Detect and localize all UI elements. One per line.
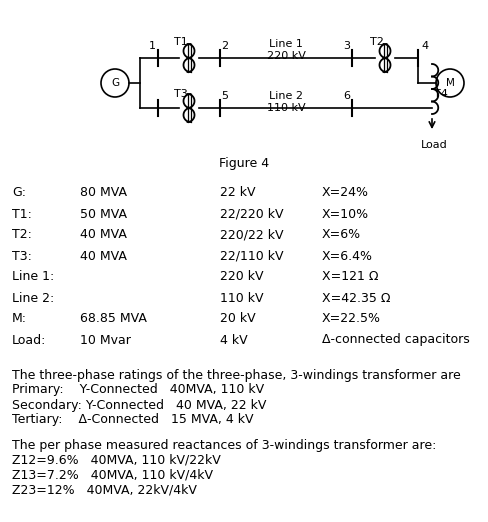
- Text: 80 MVA: 80 MVA: [80, 186, 127, 199]
- Text: G: G: [111, 78, 119, 88]
- Text: 220 kV: 220 kV: [220, 270, 264, 283]
- Text: Z13=7.2%   40MVA, 110 kV/4kV: Z13=7.2% 40MVA, 110 kV/4kV: [12, 469, 213, 481]
- Text: X=22.5%: X=22.5%: [322, 313, 381, 326]
- Text: 6: 6: [344, 91, 350, 101]
- Text: 110 kV: 110 kV: [266, 103, 305, 113]
- Text: 3: 3: [344, 41, 350, 51]
- Text: X=10%: X=10%: [322, 208, 369, 220]
- Text: Secondary: Y-Connected   40 MVA, 22 kV: Secondary: Y-Connected 40 MVA, 22 kV: [12, 398, 266, 411]
- Text: T2: T2: [370, 37, 384, 47]
- Text: X=24%: X=24%: [322, 186, 369, 199]
- Text: Tertiary:    Δ-Connected   15 MVA, 4 kV: Tertiary: Δ-Connected 15 MVA, 4 kV: [12, 413, 253, 426]
- Text: 2: 2: [222, 41, 228, 51]
- Text: 4 kV: 4 kV: [220, 334, 247, 347]
- Text: Line 2:: Line 2:: [12, 291, 54, 304]
- Text: Line 2: Line 2: [269, 91, 303, 101]
- Text: Figure 4: Figure 4: [219, 157, 269, 170]
- Text: The three-phase ratings of the three-phase, 3-windings transformer are: The three-phase ratings of the three-pha…: [12, 369, 461, 382]
- Text: 220/22 kV: 220/22 kV: [220, 229, 284, 242]
- Text: Δ-connected capacitors: Δ-connected capacitors: [322, 334, 470, 347]
- Text: Z23=12%   40MVA, 22kV/4kV: Z23=12% 40MVA, 22kV/4kV: [12, 483, 197, 496]
- Text: X=6.4%: X=6.4%: [322, 250, 373, 263]
- Text: M:: M:: [12, 313, 27, 326]
- Text: 22 kV: 22 kV: [220, 186, 256, 199]
- Text: 1: 1: [148, 41, 156, 51]
- Text: X=121 Ω: X=121 Ω: [322, 270, 379, 283]
- Text: 40 MVA: 40 MVA: [80, 229, 127, 242]
- Text: T1:: T1:: [12, 208, 32, 220]
- Text: G:: G:: [12, 186, 26, 199]
- Text: Load:: Load:: [12, 334, 46, 347]
- Text: 68.85 MVA: 68.85 MVA: [80, 313, 147, 326]
- Text: 110 kV: 110 kV: [220, 291, 264, 304]
- Text: Line 1: Line 1: [269, 39, 303, 49]
- Text: 22/110 kV: 22/110 kV: [220, 250, 284, 263]
- Text: Primary:    Y-Connected   40MVA, 110 kV: Primary: Y-Connected 40MVA, 110 kV: [12, 384, 264, 397]
- Text: X=6%: X=6%: [322, 229, 361, 242]
- Text: Load: Load: [421, 140, 447, 150]
- Text: 220 kV: 220 kV: [266, 51, 305, 61]
- Text: 50 MVA: 50 MVA: [80, 208, 127, 220]
- Text: Line 1:: Line 1:: [12, 270, 54, 283]
- Text: T2:: T2:: [12, 229, 32, 242]
- Text: 5: 5: [222, 91, 228, 101]
- Text: T1: T1: [174, 37, 188, 47]
- Text: T3: T3: [174, 89, 188, 99]
- Text: 22/220 kV: 22/220 kV: [220, 208, 284, 220]
- Text: M: M: [446, 78, 454, 88]
- Text: T4: T4: [434, 89, 448, 99]
- Text: X=42.35 Ω: X=42.35 Ω: [322, 291, 390, 304]
- Text: T3:: T3:: [12, 250, 32, 263]
- Text: 40 MVA: 40 MVA: [80, 250, 127, 263]
- Text: 20 kV: 20 kV: [220, 313, 256, 326]
- Text: 10 Mvar: 10 Mvar: [80, 334, 131, 347]
- Text: Z12=9.6%   40MVA, 110 kV/22kV: Z12=9.6% 40MVA, 110 kV/22kV: [12, 454, 221, 467]
- Text: 4: 4: [422, 41, 428, 51]
- Text: The per phase measured reactances of 3-windings transformer are:: The per phase measured reactances of 3-w…: [12, 438, 436, 452]
